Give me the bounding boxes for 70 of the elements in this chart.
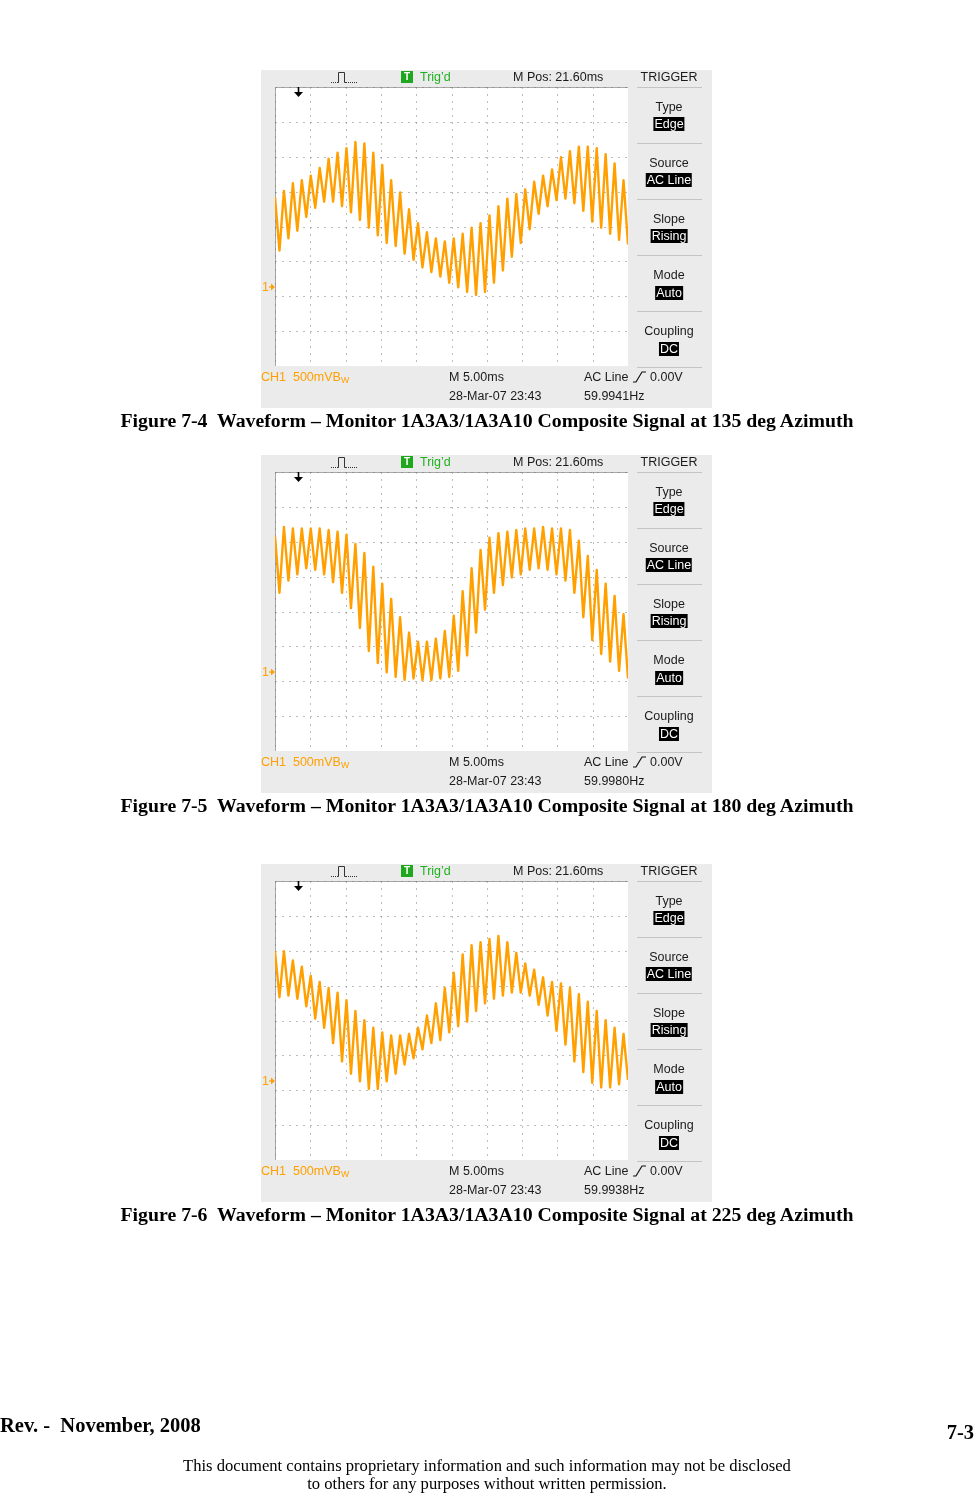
text: DC <box>658 341 680 356</box>
text: Edge <box>653 910 685 925</box>
text: Edge <box>653 501 685 516</box>
text: M 5.00ms <box>449 1163 504 1179</box>
text: M 5.00ms <box>449 369 504 385</box>
text: CH1 500mVB$_{W}$ <box>261 754 350 770</box>
text: Figure 7-4 Waveform – Monitor 1A3A3/1A3A10 Composite Signal at 135 deg Azimuth <box>120 409 854 431</box>
text: AC Line <box>645 966 693 981</box>
text: CH1 500mVB$_{W}$ <box>261 1163 350 1179</box>
text: Rising <box>650 228 688 243</box>
text: TRIGGER <box>640 69 698 85</box>
text: Coupling <box>644 708 694 724</box>
text: 0.00V <box>650 1163 683 1179</box>
text: Source <box>649 155 689 171</box>
text: Mode <box>653 1061 685 1077</box>
text: Trig’d <box>420 69 451 85</box>
text: 59.9980Hz <box>584 773 645 789</box>
text: Auto <box>655 670 683 685</box>
text: 1 <box>262 279 269 295</box>
text: This document contains proprietary information and such information may not be disclosed <box>183 1456 791 1475</box>
text: Slope <box>653 211 685 227</box>
text: to others for any purposes without written permission. <box>307 1474 667 1493</box>
text: 28-Mar-07 23:43 <box>449 1182 542 1198</box>
text: M Pos: 21.60ms <box>513 863 604 879</box>
text: AC Line <box>584 1163 629 1179</box>
text: TRIGGER <box>640 863 698 879</box>
text: 28-Mar-07 23:43 <box>449 388 542 404</box>
text: Source <box>649 540 689 556</box>
text: Source <box>649 949 689 965</box>
text: Mode <box>653 652 685 668</box>
text: Figure 7-6 Waveform – Monitor 1A3A3/1A3A10 Composite Signal at 225 deg Azimuth <box>120 1203 854 1225</box>
text: Auto <box>655 285 683 300</box>
text: 0.00V <box>650 369 683 385</box>
text: 7-3 <box>946 1421 974 1443</box>
text: Coupling <box>644 1117 694 1133</box>
text: T <box>401 71 413 83</box>
text: Type <box>655 99 683 115</box>
text: AC Line <box>584 754 629 770</box>
text: 59.9941Hz <box>584 388 645 404</box>
text: Rising <box>650 613 688 628</box>
text: M Pos: 21.60ms <box>513 454 604 470</box>
text: Auto <box>655 1079 683 1094</box>
text: Trig’d <box>420 863 451 879</box>
text: Rising <box>650 1022 688 1037</box>
text: TRIGGER <box>640 454 698 470</box>
text: AC Line <box>645 557 693 572</box>
text: AC Line <box>584 369 629 385</box>
text: Coupling <box>644 323 694 339</box>
text: 1 <box>262 664 269 680</box>
text: Mode <box>653 267 685 283</box>
text: Edge <box>653 116 685 131</box>
text: Type <box>655 484 683 500</box>
text: Figure 7-5 Waveform – Monitor 1A3A3/1A3A10 Composite Signal at 180 deg Azimuth <box>120 794 854 816</box>
text: 1 <box>262 1073 269 1089</box>
text: 28-Mar-07 23:43 <box>449 773 542 789</box>
text: M Pos: 21.60ms <box>513 69 604 85</box>
text: 0.00V <box>650 754 683 770</box>
text: Rev. - November, 2008 <box>0 1414 201 1436</box>
text: 59.9938Hz <box>584 1182 645 1198</box>
text: DC <box>658 726 680 741</box>
text: Trig’d <box>420 454 451 470</box>
text: M 5.00ms <box>449 754 504 770</box>
text: AC Line <box>645 172 693 187</box>
text: Type <box>655 893 683 909</box>
text: T <box>401 456 413 468</box>
text: DC <box>658 1135 680 1150</box>
text: Slope <box>653 1005 685 1021</box>
text: CH1 500mVB$_{W}$ <box>261 369 350 385</box>
text: Slope <box>653 596 685 612</box>
text: T <box>401 865 413 877</box>
